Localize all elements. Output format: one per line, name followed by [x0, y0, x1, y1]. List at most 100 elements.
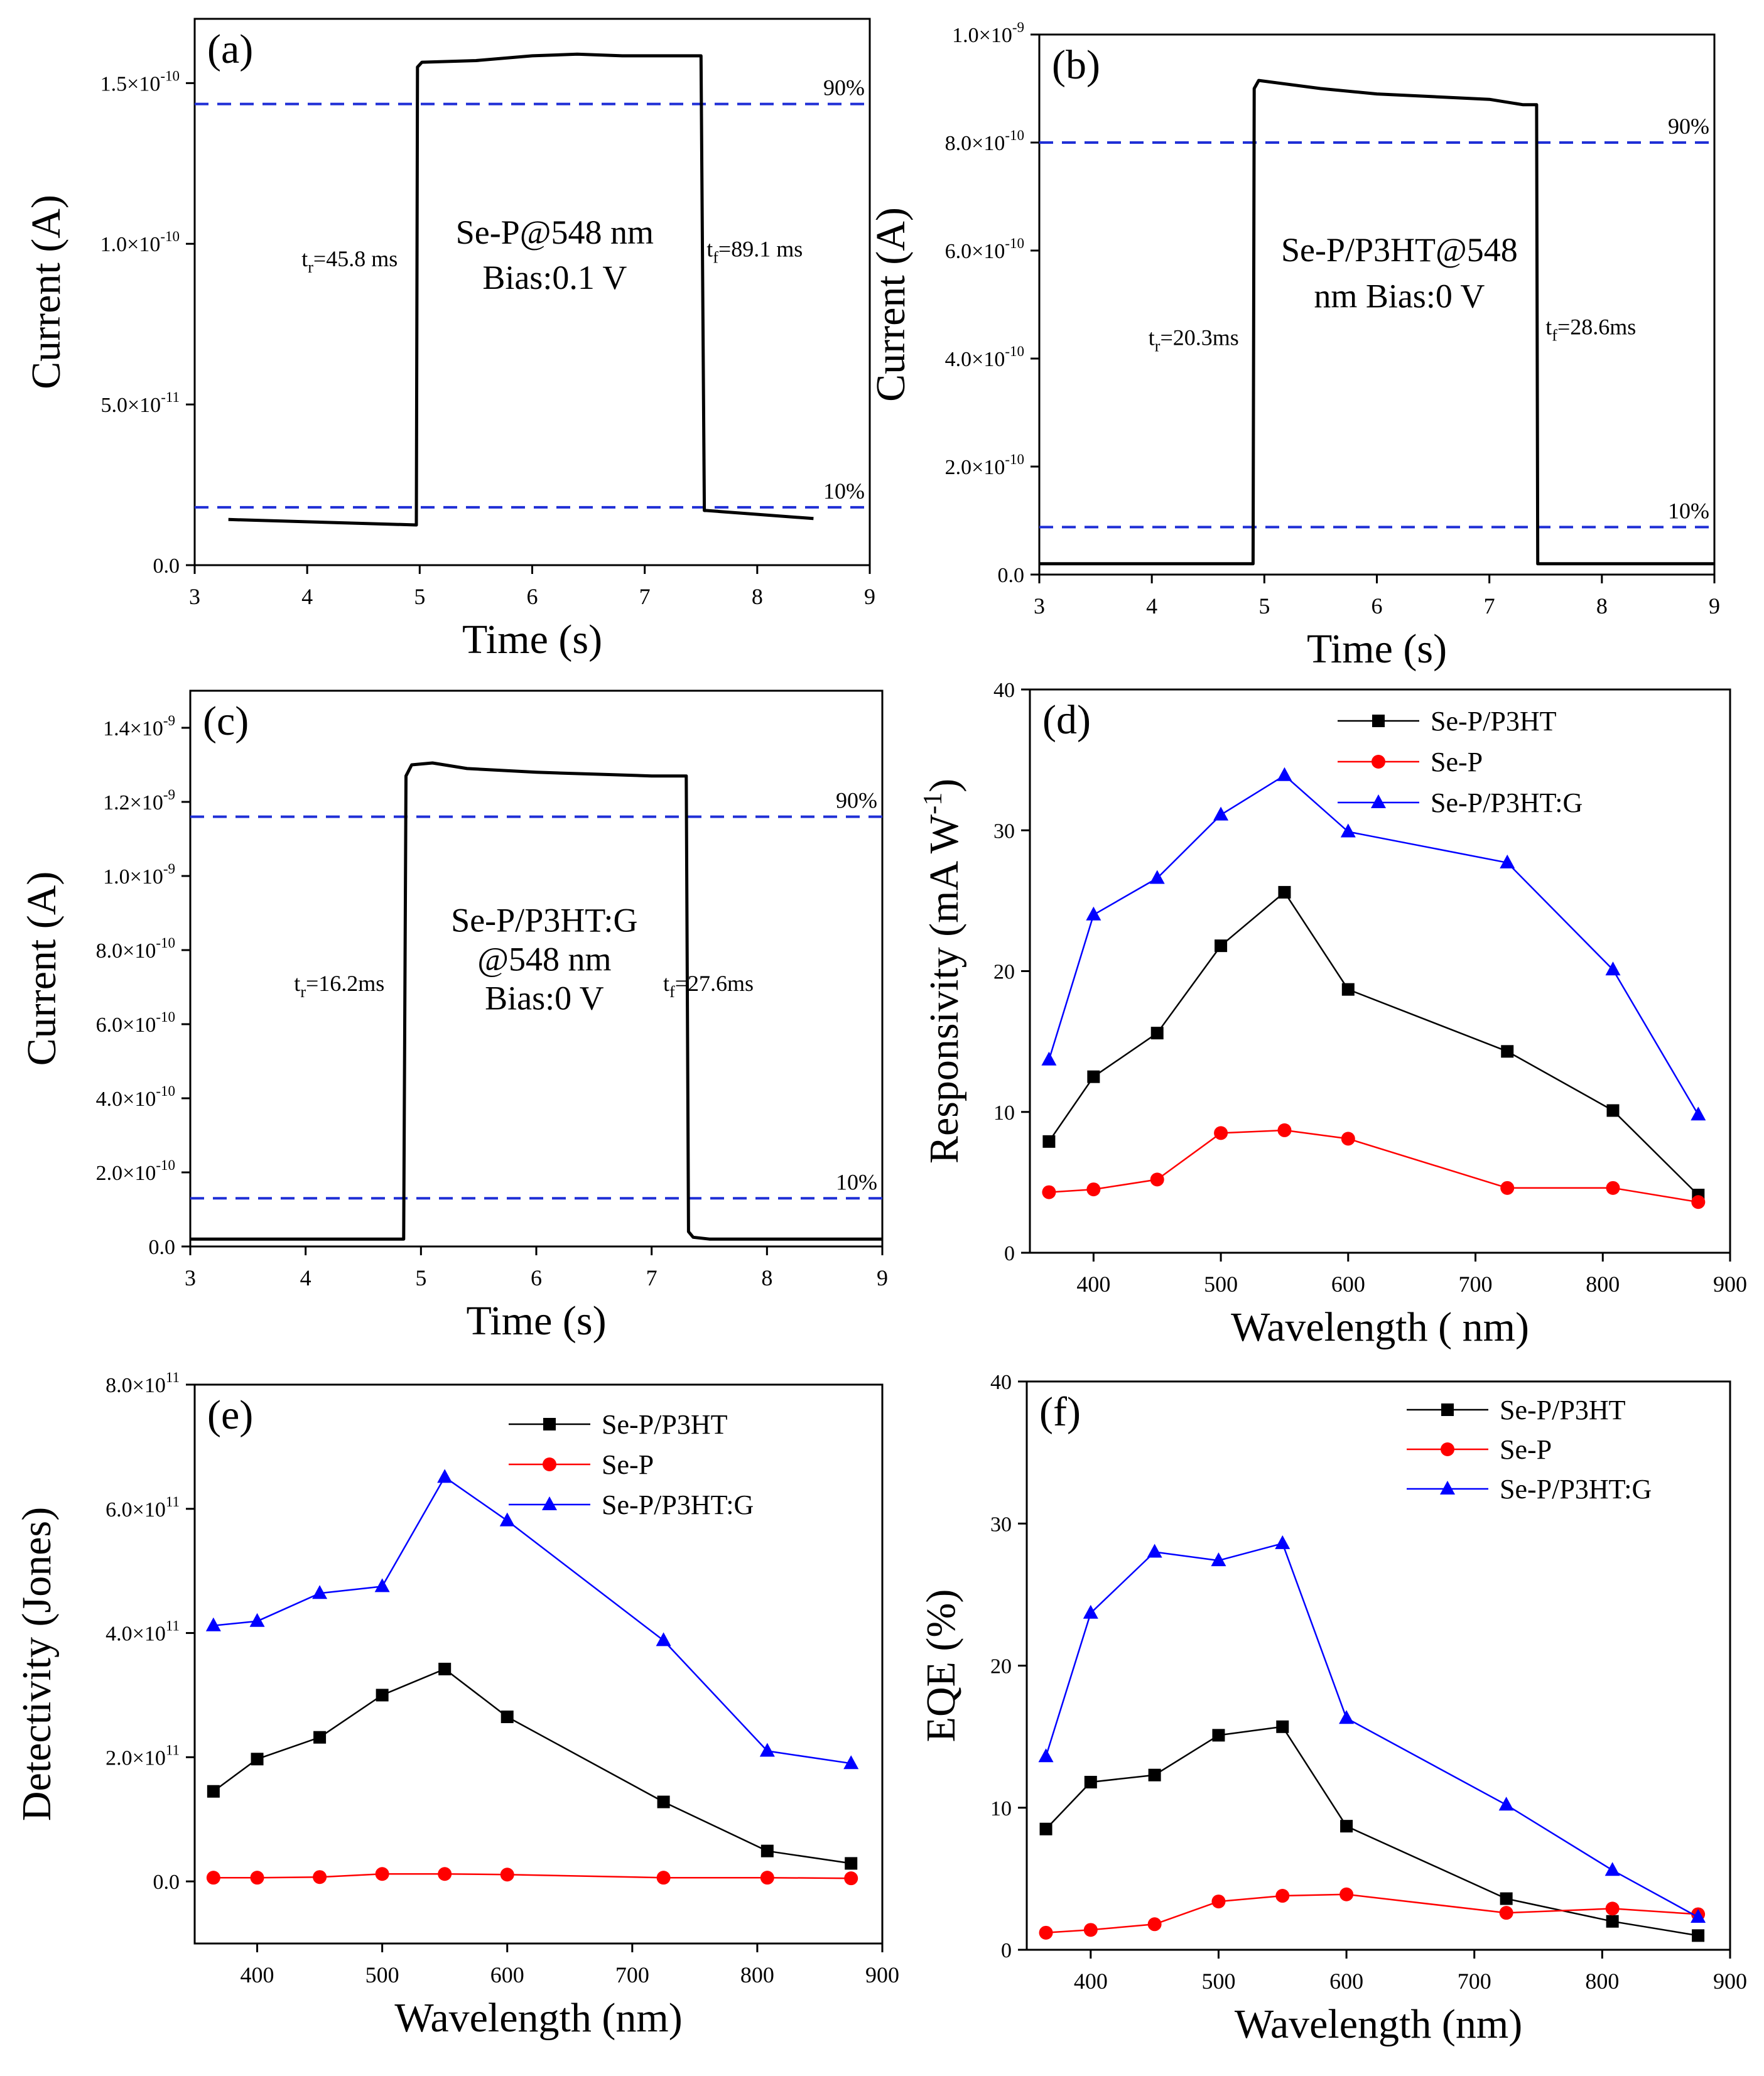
y-tick-exponent: -10: [156, 935, 175, 951]
y-tick-label: 10: [993, 1101, 1015, 1125]
y-tick-exponent: -10: [1005, 343, 1024, 359]
time-constant: tf=28.6ms: [1545, 314, 1636, 344]
y-tick-label: 30: [990, 1513, 1012, 1536]
data-point-circle: [760, 1871, 774, 1885]
y-tick-label: 0.0: [153, 554, 180, 578]
y-tick-label: 1.0×10-9: [952, 19, 1024, 47]
x-tick-label: 3: [1034, 593, 1045, 619]
time-constant: tf=89.1 ms: [706, 237, 803, 267]
data-point-triangle: [1211, 1552, 1226, 1567]
data-point-circle: [1500, 1181, 1515, 1195]
x-tick-label: 600: [490, 1962, 524, 1987]
y-tick-exponent: -9: [1012, 19, 1024, 35]
data-point-circle: [1039, 1925, 1053, 1940]
x-tick-label: 7: [639, 584, 651, 609]
x-tick-label: 9: [877, 1265, 888, 1290]
y-tick-mantissa: 4.0×10: [96, 1088, 156, 1111]
y-tick-label: 8.0×1011: [106, 1370, 180, 1397]
data-point-circle: [844, 1871, 858, 1886]
data-point-square: [1341, 983, 1355, 996]
y-tick-label: 1.0×10-9: [103, 861, 175, 889]
panel-a: 3 4 5 6 7 8 90.05.0×10-111.0×10-101.5×10-10Tim…: [23, 18, 875, 662]
data-point-triangle: [1277, 767, 1292, 781]
data-point-circle: [1086, 1182, 1101, 1197]
x-tick-label: 700: [1458, 1969, 1491, 1994]
series-se-p-p3ht: [1039, 1720, 1705, 1942]
y-tick-mantissa: 8.0×10: [96, 939, 156, 963]
y-tick-label: 0.0: [153, 1871, 180, 1894]
legend-label: Se-P: [1500, 1434, 1552, 1465]
x-axis-title: Time (s): [462, 617, 602, 662]
x-axis-title: Wavelength (nm): [1235, 2001, 1522, 2047]
y-tick-label: 6.0×10-10: [96, 1009, 175, 1037]
data-point-triangle: [1339, 1710, 1355, 1724]
y-axis-title: Responsivity (mA W-1): [919, 779, 967, 1164]
data-point-triangle: [1147, 1543, 1162, 1558]
y-axis-title: EQE (%): [918, 1589, 964, 1743]
x-tick-label: 3: [185, 1265, 196, 1290]
y-tick-label: 1.2×10-9: [103, 787, 175, 814]
x-tick-label: 900: [1713, 1272, 1747, 1297]
annotation: @548 nm: [477, 940, 611, 978]
time-constant-value: =45.8 ms: [313, 246, 398, 271]
y-tick-exponent: 11: [166, 1742, 180, 1758]
series-line: [1039, 78, 1714, 566]
data-point-triangle: [759, 1743, 775, 1757]
series-line: [228, 52, 814, 527]
series-line: [1048, 891, 1699, 1196]
data-point-triangle: [1038, 1748, 1054, 1763]
time-constant: tr=16.2ms: [294, 971, 384, 1001]
reference-line-label: 10%: [1668, 498, 1709, 523]
reference-line-label: 90%: [823, 75, 865, 100]
y-tick-mantissa: 30: [993, 819, 1015, 843]
panel-c: 3 4 5 6 7 8 90.02.0×10-104.0×10-106.0×10-108.0…: [19, 689, 888, 1344]
data-point-circle: [1147, 1917, 1162, 1932]
data-point-circle: [1341, 1132, 1355, 1146]
y-tick-mantissa: 0.0: [153, 554, 180, 578]
y-tick-exponent: -9: [163, 787, 175, 803]
panel-label: (d): [1042, 697, 1091, 743]
y-tick-mantissa: 8.0×10: [945, 132, 1005, 155]
y-axis-title-text: Current (A): [19, 872, 65, 1066]
panel-label: (f): [1039, 1389, 1081, 1435]
x-tick-label: 8: [1596, 593, 1608, 619]
time-constant-sub: f: [669, 983, 675, 1001]
y-tick-label: 2.0×1011: [106, 1742, 180, 1770]
data-point-square: [251, 1753, 264, 1766]
x-tick-label: 600: [1329, 1969, 1363, 1994]
y-tick-label: 8.0×10-10: [96, 935, 175, 963]
y-tick-mantissa: 1.0×10: [952, 24, 1012, 47]
data-point-square: [1606, 1915, 1619, 1928]
series-photocurrent: [190, 761, 882, 1241]
y-tick-exponent: 11: [166, 1494, 180, 1510]
data-point-square: [1087, 1070, 1100, 1083]
y-tick-mantissa: 6.0×10: [96, 1014, 156, 1037]
x-axis-title: Time (s): [466, 1298, 606, 1344]
y-tick-label: 0: [1001, 1939, 1012, 1962]
y-tick-exponent: -10: [1005, 451, 1024, 467]
panel-label: (e): [207, 1392, 253, 1438]
x-tick-label: 3: [189, 584, 200, 609]
time-constant-value: =89.1 ms: [718, 237, 803, 262]
series-photocurrent: [1039, 78, 1714, 566]
series-se-p-p3ht-g: [1038, 1535, 1706, 1923]
y-axis-title-text: EQE (%): [918, 1589, 964, 1743]
series-se-p-p3ht-g: [1041, 767, 1706, 1121]
data-point-square: [543, 1418, 556, 1430]
data-point-circle: [1691, 1195, 1706, 1209]
data-point-circle: [1339, 1887, 1354, 1901]
data-point-circle: [250, 1871, 264, 1885]
x-tick-label: 700: [1459, 1272, 1493, 1297]
legend-label: Se-P/P3HT:G: [602, 1489, 754, 1520]
y-tick-label: 1.0×10-10: [100, 229, 180, 256]
data-point-triangle: [1691, 1106, 1706, 1121]
data-point-triangle: [1083, 1604, 1098, 1619]
data-point-circle: [1372, 755, 1385, 769]
y-tick-label: 30: [993, 819, 1015, 843]
y-tick-mantissa: 1.0×10: [100, 233, 161, 256]
y-tick-exponent: -9: [163, 861, 175, 877]
x-tick-label: 6: [531, 1265, 542, 1290]
y-tick-mantissa: 20: [990, 1655, 1012, 1679]
data-point-circle: [1441, 1442, 1454, 1456]
time-constant: tr=20.3ms: [1149, 325, 1239, 355]
